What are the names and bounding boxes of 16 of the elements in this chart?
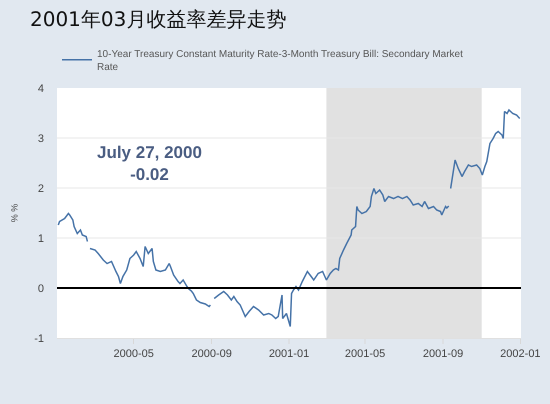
x-tick-label: 2000-05 bbox=[114, 348, 154, 360]
y-tick-label: 2 bbox=[38, 182, 44, 195]
y-axis-title: % % bbox=[10, 204, 20, 222]
x-tick-label: 2001-05 bbox=[344, 348, 386, 360]
annotation: July 27, 2000 -0.02 bbox=[97, 143, 202, 184]
x-tick-label: 2000-09 bbox=[191, 348, 232, 360]
x-tick-label: 2002-01 bbox=[500, 348, 541, 360]
x-tick-label: 2001-01 bbox=[268, 348, 310, 360]
chart-title: 2001年03月收益率差异走势 bbox=[30, 7, 286, 31]
y-tick-label: 1 bbox=[38, 232, 44, 245]
y-tick-label: -1 bbox=[34, 332, 44, 345]
legend-label: 10-Year Treasury Constant Maturity Rate-3-Month Treasury Bill: Secondary Market Rate bbox=[97, 49, 464, 74]
y-tick-label: 3 bbox=[38, 132, 44, 145]
y-tick-label: 4 bbox=[38, 82, 44, 95]
y-tick-label: 0 bbox=[38, 282, 44, 295]
x-tick-label: 2001-09 bbox=[422, 348, 464, 360]
